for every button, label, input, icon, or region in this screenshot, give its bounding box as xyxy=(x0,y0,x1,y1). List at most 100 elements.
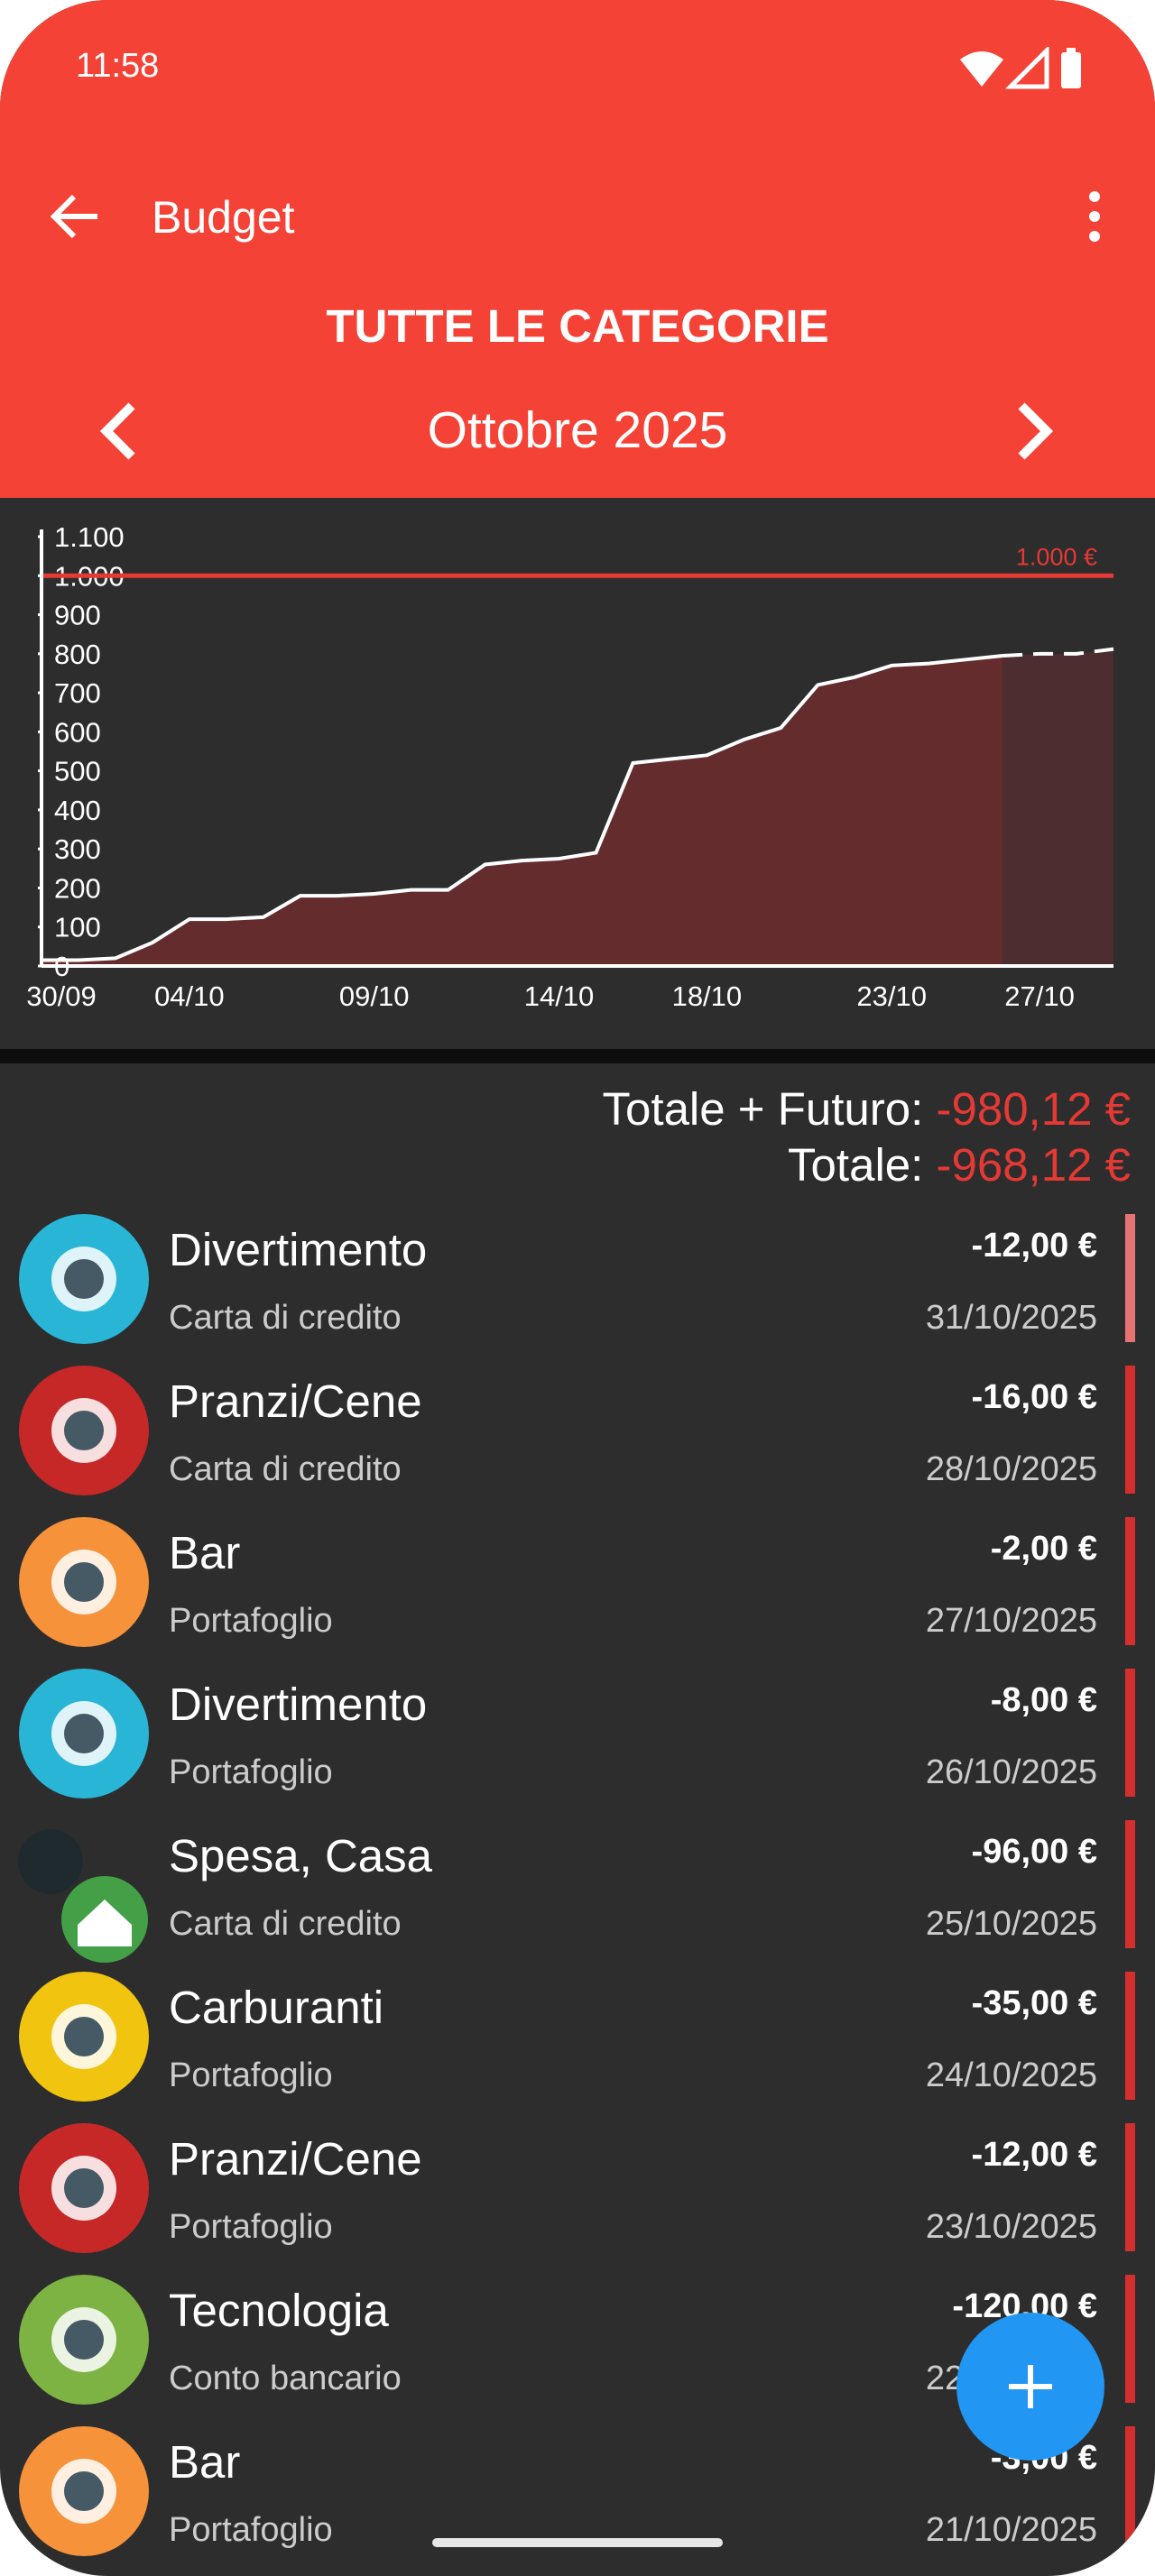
amount: -12,00 € xyxy=(971,1227,1097,1265)
category: Bar xyxy=(169,1527,241,1578)
area xyxy=(42,655,1003,966)
category: Divertimento xyxy=(169,1224,428,1275)
date: 24/10/2025 xyxy=(925,2056,1097,2094)
category: Divertimento xyxy=(169,1679,428,1730)
account: Portafoglio xyxy=(169,1602,333,1640)
y-tick-label: 900 xyxy=(54,600,101,631)
toolbar-title: Budget xyxy=(152,192,295,243)
area xyxy=(1003,649,1113,966)
date: 28/10/2025 xyxy=(925,1450,1097,1488)
status-icons xyxy=(960,47,1081,89)
category: Tecnologia xyxy=(169,2285,389,2336)
category: Bar xyxy=(169,2436,241,2488)
account: Portafoglio xyxy=(169,2208,333,2246)
line xyxy=(42,653,1003,962)
x-tick-label: 23/10 xyxy=(856,980,927,1012)
date: 27/10/2025 xyxy=(925,1602,1097,1640)
category-icon xyxy=(19,1669,149,1799)
category: Pranzi/Cene xyxy=(169,1375,422,1427)
transaction[interactable]: Pranzi/Cene Portafoglio -12,00 € 23/10/2025 xyxy=(0,2121,1155,2273)
y-tick-label: 300 xyxy=(54,833,101,865)
status-bar xyxy=(1125,2123,1135,2251)
chart: 01002003004005006007008009001.0001.1001.… xyxy=(26,521,1114,1012)
label: Totale: xyxy=(788,1139,924,1191)
account: Portafoglio xyxy=(169,1753,333,1791)
date: 25/10/2025 xyxy=(925,1905,1097,1943)
status-bar xyxy=(1125,1366,1135,1494)
account: Portafoglio xyxy=(169,2056,333,2094)
transaction[interactable]: Divertimento Portafoglio -8,00 € 26/10/2025 xyxy=(0,1667,1155,1818)
x-tick-label: 09/10 xyxy=(339,980,410,1012)
prev-month[interactable] xyxy=(96,400,143,462)
y-tick-label: 1.100 xyxy=(54,521,125,553)
amount: -16,00 € xyxy=(971,1378,1097,1416)
label: Totale + Futuro: xyxy=(602,1083,924,1135)
transaction[interactable]: Carburanti Portafoglio -35,00 € 24/10/2025 xyxy=(0,1970,1155,2121)
value: -968,12 € xyxy=(936,1139,1131,1191)
x-tick-label: 27/10 xyxy=(1004,980,1075,1012)
status-bar xyxy=(1125,2275,1135,2403)
date: 31/10/2025 xyxy=(925,1299,1097,1337)
status-bar xyxy=(1125,1820,1135,1948)
status-bar xyxy=(1125,1517,1135,1645)
amount: -96,00 € xyxy=(971,1833,1097,1871)
y-tick-label: 700 xyxy=(54,677,101,709)
y-tick-label: 500 xyxy=(54,756,101,787)
value: -980,12 € xyxy=(936,1083,1131,1135)
transaction[interactable]: Bar Portafoglio -2,00 € 27/10/2025 xyxy=(0,1515,1155,1667)
y-tick-label: 200 xyxy=(54,872,101,904)
total: Totale: -968,12 € xyxy=(788,1138,1131,1191)
total-future: Totale + Futuro: -980,12 € xyxy=(603,1082,1131,1136)
category-icon xyxy=(19,2275,149,2405)
back-button[interactable] xyxy=(51,193,101,240)
category-icon xyxy=(18,1829,148,1963)
category: Pranzi/Cene xyxy=(169,2133,422,2185)
status-bar xyxy=(1125,1669,1135,1797)
x-tick-label: 04/10 xyxy=(154,980,225,1012)
account: Portafoglio xyxy=(169,2511,333,2549)
category-icon xyxy=(19,2426,149,2556)
add-button[interactable] xyxy=(955,2311,1110,2466)
transaction[interactable]: Spesa, Casa Carta di credito -96,00 € 25/10… xyxy=(0,1818,1155,1970)
category-icon xyxy=(19,1517,149,1647)
y-tick-label: 400 xyxy=(54,795,101,826)
amount: -35,00 € xyxy=(971,1984,1097,2022)
limit-label: 1.000 € xyxy=(1016,543,1097,570)
y-tick-label: 100 xyxy=(54,912,101,943)
account: Carta di credito xyxy=(169,1450,402,1488)
header: 11:58 Budget TUTTE LE CATEGORIE Ottobre … xyxy=(0,0,1155,498)
month: Ottobre 2025 xyxy=(427,401,728,459)
status-bar xyxy=(1125,1214,1135,1342)
account: Carta di credito xyxy=(169,1905,402,1943)
transaction[interactable]: Divertimento Carta di credito -12,00 € 31/1… xyxy=(0,1212,1155,1364)
amount: -2,00 € xyxy=(990,1530,1097,1568)
home-indicator xyxy=(432,2538,723,2547)
line xyxy=(1002,647,1114,658)
category-filter[interactable]: TUTTE LE CATEGORIE xyxy=(326,300,829,352)
category: Carburanti xyxy=(169,1982,384,2033)
date: 26/10/2025 xyxy=(925,1753,1097,1791)
amount: -8,00 € xyxy=(990,1681,1097,1719)
x-tick-label: 30/09 xyxy=(26,980,97,1012)
y-tick-label: 600 xyxy=(54,716,101,748)
x-tick-label: 18/10 xyxy=(672,980,743,1012)
category-icon xyxy=(19,1972,149,2102)
account: Carta di credito xyxy=(169,1299,402,1337)
next-month[interactable] xyxy=(1011,400,1058,462)
transaction[interactable]: Pranzi/Cene Carta di credito -16,00 € 28/10… xyxy=(0,1364,1155,1515)
category-icon xyxy=(19,1214,149,1344)
menu-button[interactable] xyxy=(1083,189,1106,244)
x-tick-label: 14/10 xyxy=(524,980,595,1012)
status-bar xyxy=(1125,1972,1135,2100)
status-bar xyxy=(1125,2426,1135,2554)
time: 11:58 xyxy=(76,47,160,85)
separator xyxy=(0,1049,1155,1063)
date: 23/10/2025 xyxy=(925,2208,1097,2246)
category-icon xyxy=(19,1366,149,1495)
amount: -12,00 € xyxy=(971,2136,1097,2174)
account: Conto bancario xyxy=(169,2360,402,2397)
category-icon xyxy=(19,2123,149,2253)
